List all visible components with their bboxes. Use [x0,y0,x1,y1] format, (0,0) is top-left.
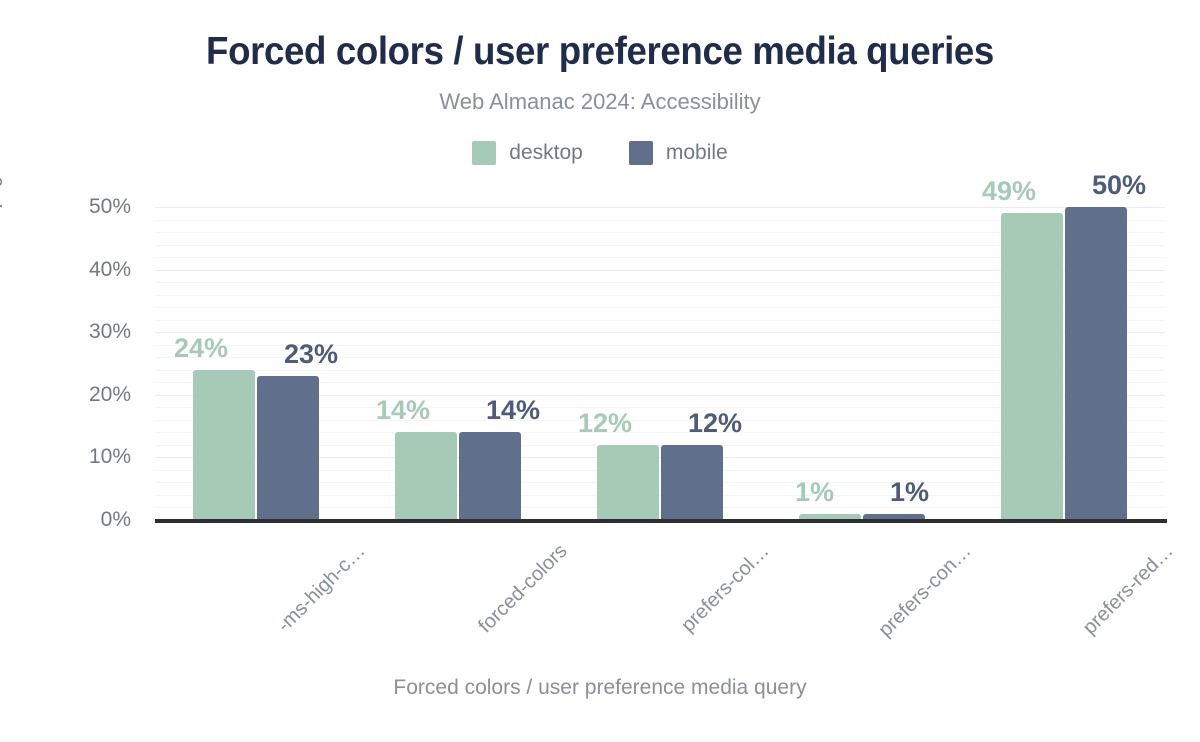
bar-desktop-0[interactable] [193,369,255,520]
legend-swatch-icon [472,141,497,165]
gridline-major [155,332,1165,334]
gridline-major [155,207,1165,208]
gridline-minor [155,244,1165,246]
x-axis-tick-label-4: prefers-red… [1078,540,1178,639]
gridline-minor [155,444,1165,446]
gridline-minor [155,282,1165,284]
y-axis-tick-label: 30% [88,320,131,344]
x-axis-title: Forced colors / user preference media qu… [393,676,807,699]
chart-title: Forced colors / user preference media qu… [206,30,994,73]
data-label-desktop-4: 49% [981,176,1036,207]
bar-mobile-3[interactable] [863,513,925,520]
gridline-minor [155,507,1165,509]
y-axis-tick-label: 10% [88,445,131,469]
x-axis-tick-label-0: -ms-high-c… [273,540,370,637]
x-axis-tick-label-2: prefers-col… [677,540,774,637]
data-label-mobile-2: 12% [688,407,743,438]
gridline-minor [155,494,1165,496]
legend-label: desktop [509,141,583,164]
bar-mobile-1[interactable] [459,432,521,520]
gridline-minor [155,469,1165,471]
y-axis-tick-label: 0% [100,508,131,531]
y-axis-title: Percent of pages [0,156,3,300]
y-axis-tick-label: 50% [88,195,131,218]
chart-subtitle: Web Almanac 2024: Accessibility [439,89,761,114]
x-axis-tick-label-1: forced-colors [474,540,572,638]
legend-item-mobile[interactable]: mobile [628,141,728,165]
gridline-minor [155,319,1165,321]
bar-mobile-0[interactable] [257,376,319,520]
gridline-minor [155,219,1165,221]
data-label-desktop-1: 14% [375,395,430,426]
gridline-minor [155,407,1165,409]
legend-item-desktop[interactable]: desktop [472,141,583,165]
bar-desktop-4[interactable] [1001,213,1063,520]
gridline-major [155,457,1165,459]
gridline-major [155,394,1165,396]
bar-mobile-2[interactable] [661,444,723,520]
gridline-minor [155,232,1165,234]
gridline-minor [155,344,1165,346]
gridline-minor [155,369,1165,371]
legend-swatch-icon [628,141,653,165]
data-label-mobile-4: 50% [1092,170,1147,200]
data-label-mobile-3: 1% [890,476,930,507]
data-label-desktop-3: 1% [794,476,834,507]
gridline-minor [155,294,1165,296]
y-axis-tick-label: 40% [88,257,131,281]
gridline-minor [155,432,1165,434]
plot-area: 0% 10% 20% 30% 40% 50% [89,195,1165,531]
data-label-mobile-1: 14% [486,395,541,426]
y-axis-tick-label: 20% [88,382,131,406]
x-axis-tick-label-3: prefers-con… [874,540,976,642]
data-label-mobile-0: 23% [284,339,339,370]
x-axis-line [155,519,1167,523]
gridline-major [155,269,1165,271]
bar-desktop-1[interactable] [395,432,457,520]
data-label-desktop-0: 24% [173,332,228,363]
bar-desktop-2[interactable] [597,444,659,520]
gridline-minor [155,419,1165,421]
gridline-minor [155,357,1165,359]
gridline-minor [155,257,1165,259]
gridline-minor [155,382,1165,384]
bar-desktop-3[interactable] [799,513,861,520]
bar-mobile-4[interactable] [1065,207,1127,520]
legend-label: mobile [665,141,728,164]
data-label-desktop-2: 12% [577,407,632,438]
gridline-minor [155,482,1165,484]
chart-legend: desktop mobile [0,141,1200,165]
gridline-minor [155,307,1165,309]
